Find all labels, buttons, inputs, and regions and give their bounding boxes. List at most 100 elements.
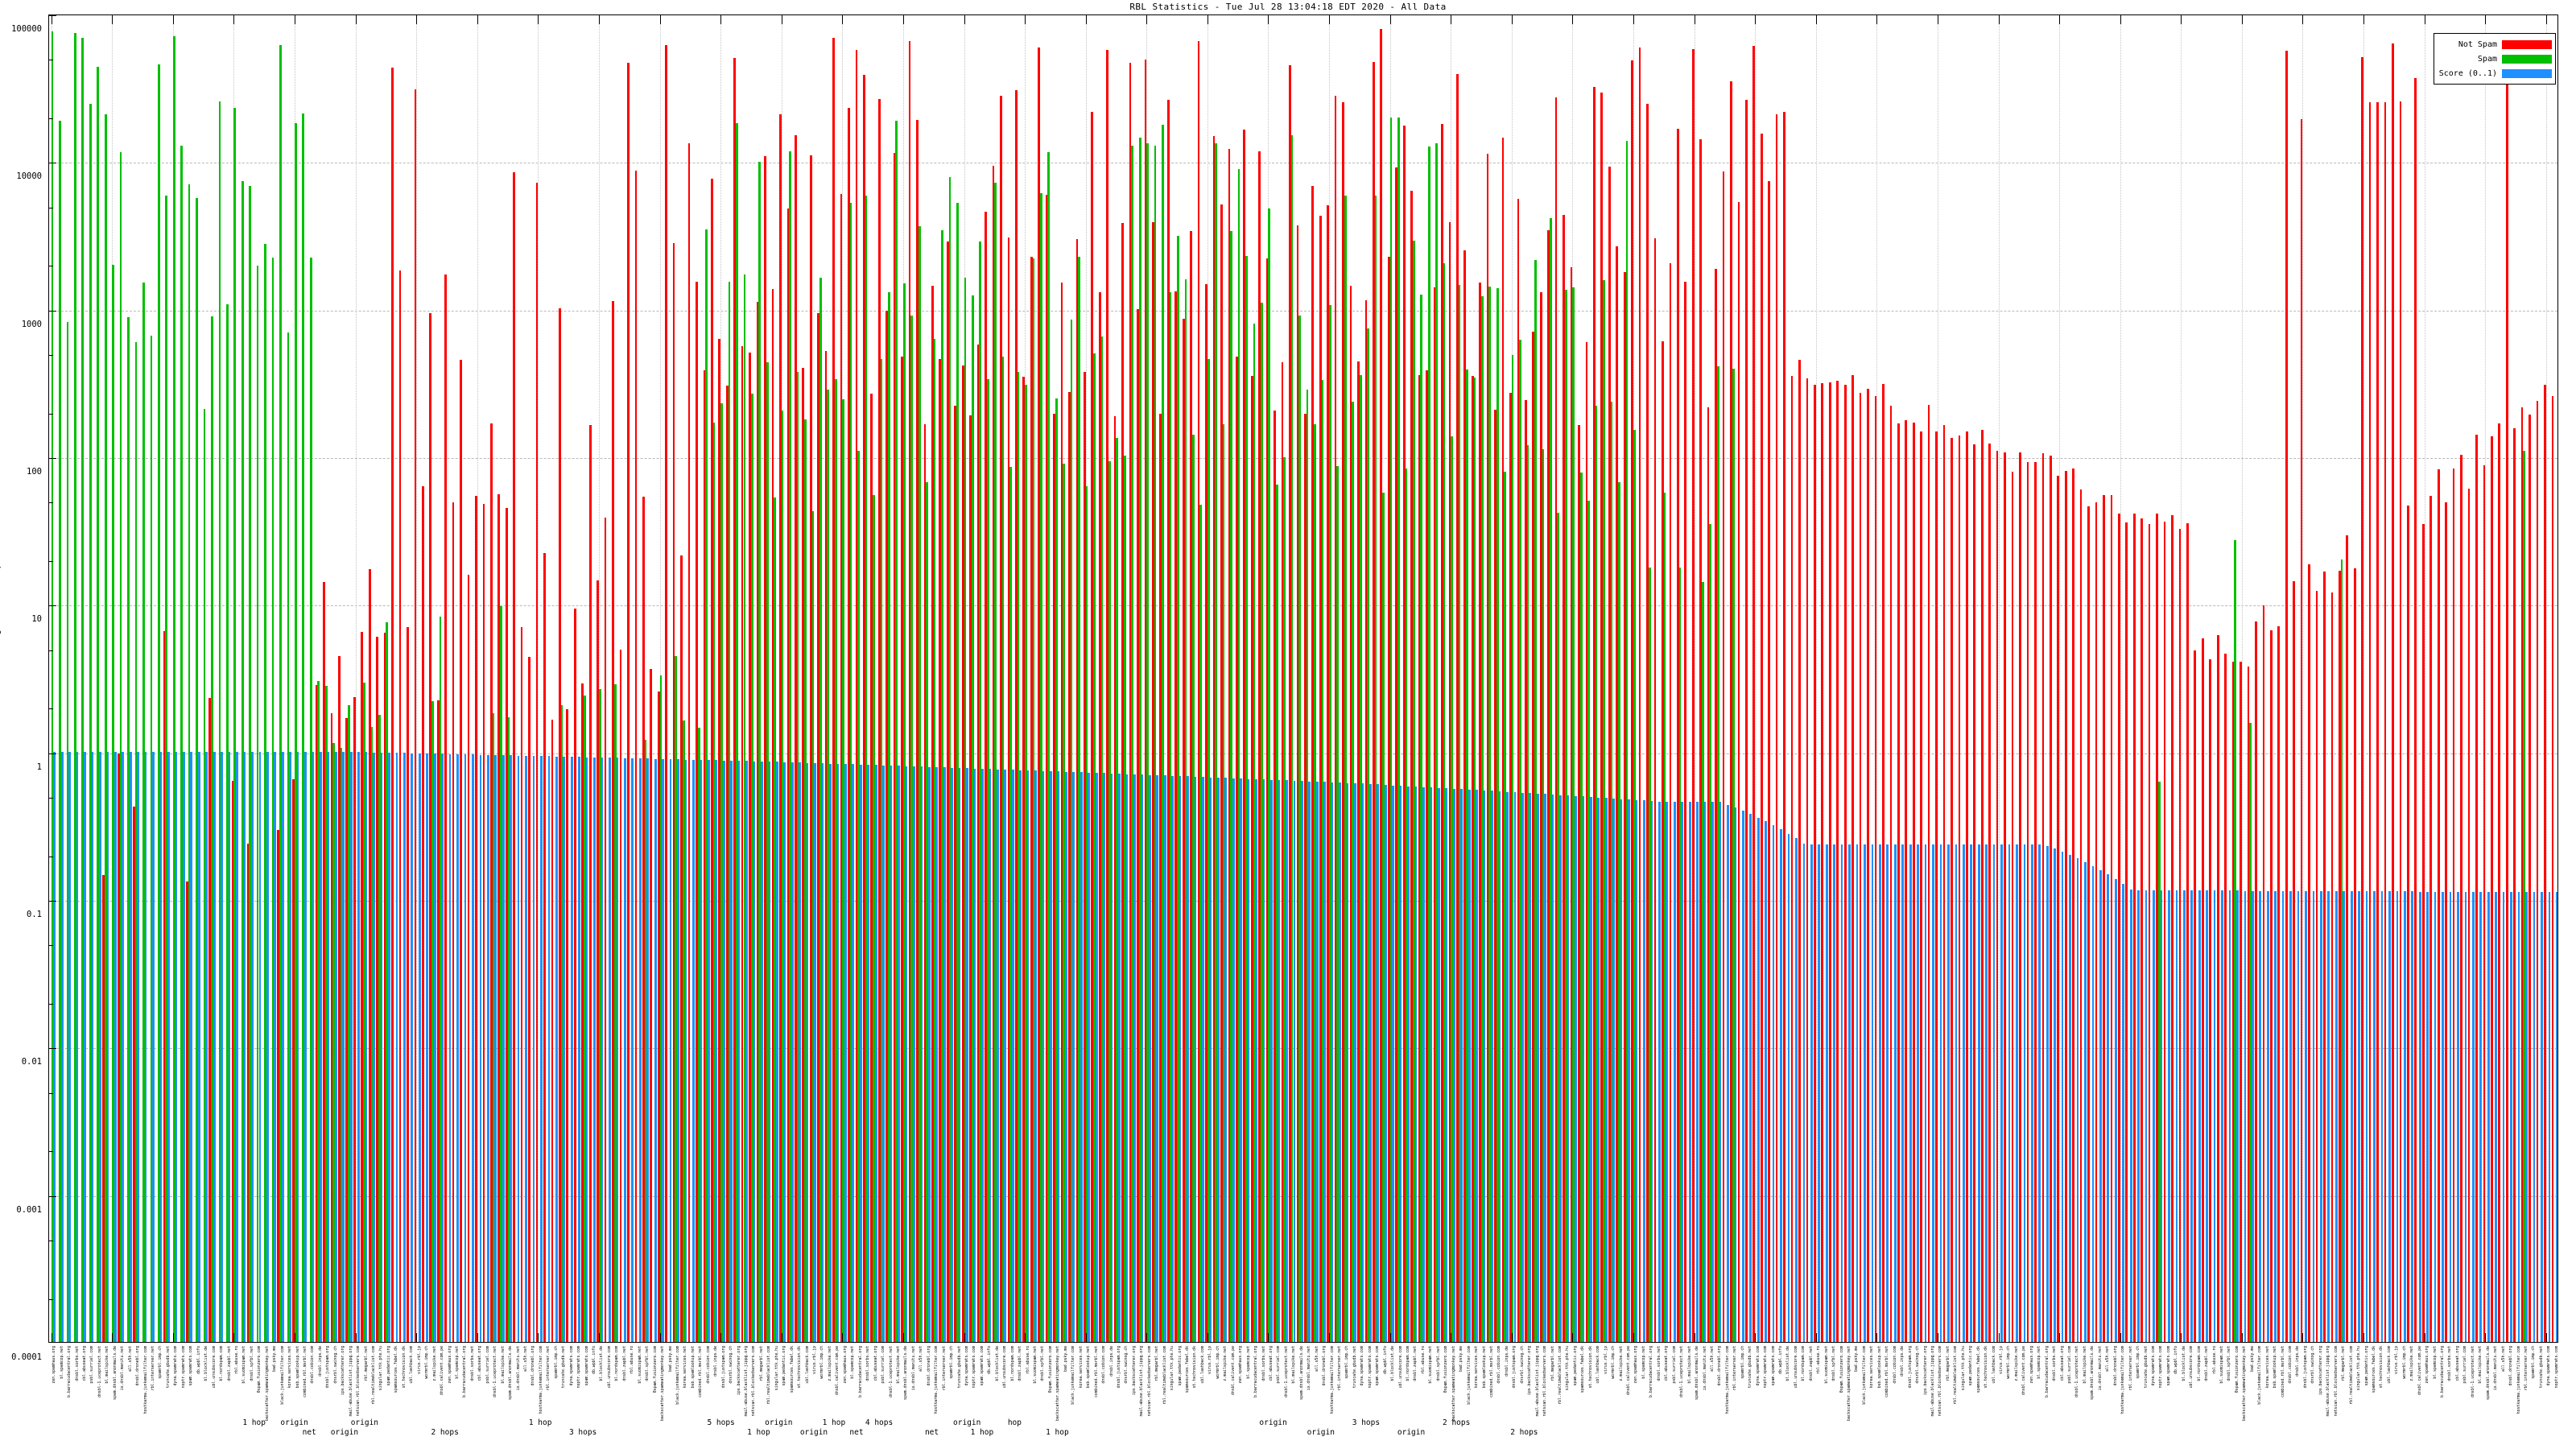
bar-score xyxy=(2388,891,2391,1342)
x-axis-tick-label: black.junkemailfilter.com xyxy=(1071,1346,1076,1405)
bar-score xyxy=(593,757,596,1342)
x-axis-tick-label: ix.dnsbl.manitu.net xyxy=(910,1346,916,1391)
bar-spam xyxy=(979,242,982,1342)
x-axis-tick-label: dnsbl.inps.de xyxy=(1504,1346,1509,1377)
bar-score xyxy=(395,753,398,1342)
bar-not-spam xyxy=(2300,119,2303,1342)
bar-not-spam xyxy=(1600,92,1604,1342)
bar-score xyxy=(1491,791,1493,1342)
bar-spam xyxy=(1443,263,1446,1342)
x-axis-tick-label: rbl.abuse.ro xyxy=(233,1346,239,1374)
bar-not-spam xyxy=(1000,96,1002,1342)
bar-score xyxy=(1354,783,1356,1342)
bar-spam xyxy=(857,451,860,1342)
x-axis-tick-top xyxy=(112,15,114,24)
bar-spam xyxy=(1047,151,1051,1342)
bar-not-spam xyxy=(1479,282,1481,1342)
bar-score xyxy=(958,767,961,1342)
bar-not-spam xyxy=(1258,151,1261,1342)
bar-score xyxy=(2297,890,2300,1342)
x-axis-tick-label: 0spam.fusionzero.com xyxy=(1047,1346,1053,1393)
bar-not-spam xyxy=(2140,518,2144,1342)
x-axis-tick-label: dnsbl.spfbl.net xyxy=(1435,1346,1441,1381)
bar-not-spam xyxy=(840,194,843,1342)
bar-not-spam xyxy=(725,385,729,1342)
bar-score xyxy=(2266,890,2269,1342)
bar-score xyxy=(221,751,223,1342)
bar-not-spam xyxy=(2330,592,2334,1342)
x-axis-tick-label: st.technovision.dk xyxy=(2379,1346,2384,1389)
x-axis-tick-label: dnsbl.zapbl.net xyxy=(1018,1346,1023,1381)
x-axis-tick-label: cbl.abuseat.org xyxy=(1664,1346,1670,1381)
x-axis-tick-label: dnsbl.sorbs.net xyxy=(469,1346,475,1381)
bar-not-spam xyxy=(1691,49,1695,1342)
bar-spam xyxy=(127,316,130,1342)
bar-score xyxy=(1368,783,1372,1342)
x-axis-tick-label: rbl.interserver.net xyxy=(1732,1346,1738,1391)
bar-score xyxy=(1932,844,1934,1342)
bar-score xyxy=(1818,844,1821,1342)
bar-not-spam xyxy=(901,356,903,1342)
bar-spam xyxy=(97,67,100,1342)
bar-score xyxy=(1057,771,1060,1342)
x-axis-tick-label: singular.ttk.pte.hu xyxy=(2356,1346,2362,1391)
bar-score xyxy=(1810,844,1813,1342)
bar-not-spam xyxy=(1517,199,1520,1342)
bar-not-spam xyxy=(1623,271,1626,1342)
bar-spam xyxy=(1085,485,1088,1342)
bar-score xyxy=(1300,781,1303,1342)
x-axis-tick-label: hostkarma.junkemailfilter.com xyxy=(2516,1346,2521,1414)
bar-spam xyxy=(986,379,989,1342)
bar-spam xyxy=(1207,358,1210,1342)
bar-score xyxy=(1476,790,1478,1342)
bar-not-spam xyxy=(1988,443,1992,1342)
bar-score xyxy=(1452,788,1455,1342)
bar-score xyxy=(1019,770,1022,1342)
bar-not-spam xyxy=(1905,420,1908,1342)
bar-not-spam xyxy=(2178,528,2182,1342)
bar-not-spam xyxy=(1662,341,1664,1342)
bar-score xyxy=(213,751,216,1342)
bar-not-spam xyxy=(1250,375,1253,1342)
bar-not-spam xyxy=(1220,204,1223,1342)
bar-spam xyxy=(264,243,266,1342)
legend-swatch-not-spam xyxy=(2502,39,2552,49)
bar-score xyxy=(677,759,679,1342)
x-axis-tick-label: truncate.gbudb.net xyxy=(2143,1346,2149,1389)
bar-score xyxy=(532,756,535,1342)
x-axis-tick-label: 0spam.fusionzero.com xyxy=(652,1346,658,1393)
bar-spam xyxy=(613,684,617,1342)
bar-score xyxy=(2054,848,2057,1342)
x-axis-tick-label: netscan.rbl.blockedservers.com xyxy=(751,1346,757,1417)
x-axis-tick-label: singular.ttk.pte.hu xyxy=(1170,1346,1175,1391)
x-axis-tick-label: dyna.spamrats.com xyxy=(1755,1346,1761,1386)
bar-not-spam xyxy=(2407,506,2409,1342)
bar-not-spam xyxy=(2384,102,2387,1342)
bar-not-spam xyxy=(1448,222,1451,1342)
x-axis-tick-label: noptr.spamrats.com xyxy=(972,1346,977,1389)
bar-score xyxy=(2213,890,2216,1342)
bar-not-spam xyxy=(277,830,280,1342)
x-axis-tick-label: hostkarma.junkemailfilter.com xyxy=(142,1346,148,1414)
bar-spam xyxy=(598,689,601,1342)
x-axis-tick-label: wormrbl.imp.ch xyxy=(424,1346,430,1379)
bar-not-spam xyxy=(657,691,660,1342)
bar-spam xyxy=(758,161,762,1342)
bar-score xyxy=(129,751,132,1342)
bar-spam xyxy=(834,379,837,1342)
bar-score xyxy=(806,762,809,1342)
y-axis-minor-tick xyxy=(49,354,53,356)
x-axis-tick-label: wormrbl.imp.ch xyxy=(2401,1346,2407,1379)
x-axis-tick-label: spam.dnsbl.anonmails.de xyxy=(1298,1346,1304,1400)
x-axis-tick-label: rbl.megarbl.net xyxy=(758,1346,764,1381)
x-axis-tick-top xyxy=(1268,15,1269,24)
bar-score xyxy=(2541,892,2543,1342)
bar-not-spam xyxy=(566,708,569,1342)
x-axis-tick-label: ips.backscatterer.org xyxy=(2318,1346,2323,1396)
x-axis-tick-label: rbl.realtimeblacklist.com xyxy=(1953,1346,1959,1405)
bar-score xyxy=(76,751,79,1342)
x-axis-tick-label: cbl.abuseat.org xyxy=(873,1346,878,1381)
bar-score xyxy=(1513,792,1517,1342)
x-axis-tick-label: cbl.abuseat.org xyxy=(2059,1346,2065,1381)
bar-spam xyxy=(1329,304,1331,1342)
